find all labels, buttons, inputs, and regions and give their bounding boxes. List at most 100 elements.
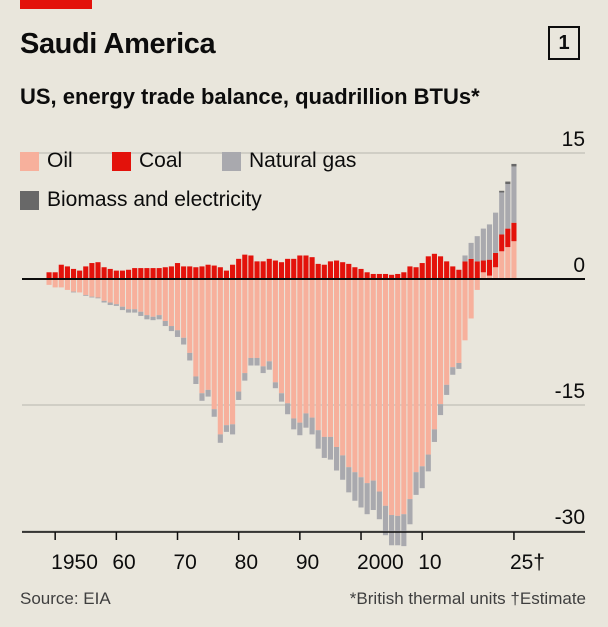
bar-coal-1982 bbox=[248, 255, 254, 279]
bar-oil-1973 bbox=[193, 279, 199, 377]
bar-oil-1998 bbox=[346, 279, 352, 468]
bar-oil-2013 bbox=[437, 279, 444, 405]
bar-coal-1979 bbox=[230, 264, 236, 279]
bar-oil-1972 bbox=[187, 279, 193, 353]
x-tick-label: 10 bbox=[418, 551, 441, 574]
bar-coal-1977 bbox=[217, 267, 223, 279]
bar-oil-1951 bbox=[58, 279, 64, 288]
bar-coal-1978 bbox=[223, 270, 230, 279]
bar-coal-1973 bbox=[193, 267, 199, 279]
bar-natural-gas-1974 bbox=[199, 393, 205, 401]
bar-oil-1959 bbox=[107, 279, 113, 303]
bar-oil-2007 bbox=[401, 279, 407, 515]
bar-oil-2001 bbox=[364, 279, 370, 484]
bar-oil-2006 bbox=[395, 279, 401, 516]
bar-coal-1996 bbox=[333, 260, 340, 279]
bar-biomass-and-electricity-2024 bbox=[505, 181, 511, 185]
bar-coal-2000 bbox=[358, 268, 364, 279]
bar-coal-1993 bbox=[315, 263, 321, 279]
bar-oil-2010 bbox=[419, 279, 425, 467]
bar-coal-1950 bbox=[52, 272, 58, 279]
x-tick-label: 90 bbox=[296, 551, 319, 574]
bar-natural-gas-1976 bbox=[211, 409, 217, 417]
bar-oil-1988 bbox=[285, 279, 291, 404]
bar-natural-gas-1971 bbox=[181, 337, 187, 345]
bar-coal-2010 bbox=[419, 263, 425, 279]
bar-oil-1991 bbox=[303, 279, 309, 414]
bar-oil-2017 bbox=[462, 279, 468, 341]
bar-natural-gas-1981 bbox=[242, 373, 248, 381]
bar-natural-gas-1989 bbox=[291, 418, 297, 430]
bar-coal-1989 bbox=[291, 258, 297, 279]
bar-natural-gas-1959 bbox=[107, 302, 113, 306]
bar-natural-gas-1992 bbox=[309, 417, 315, 435]
bar-oil-2005 bbox=[389, 279, 395, 516]
bar-natural-gas-1955 bbox=[83, 294, 89, 296]
bar-oil-2003 bbox=[376, 279, 382, 492]
bar-natural-gas-2015 bbox=[450, 367, 456, 375]
bar-oil-2020 bbox=[480, 272, 486, 279]
bar-natural-gas-2000 bbox=[358, 477, 364, 508]
bar-oil-1969 bbox=[168, 279, 174, 327]
bar-oil-1964 bbox=[138, 279, 144, 312]
bar-coal-1959 bbox=[107, 268, 113, 279]
bar-oil-1957 bbox=[95, 279, 101, 298]
bar-coal-1965 bbox=[144, 268, 150, 279]
bar-coal-1983 bbox=[254, 261, 260, 279]
bar-natural-gas-1984 bbox=[260, 366, 266, 374]
bar-natural-gas-1975 bbox=[205, 389, 211, 397]
bar-oil-1994 bbox=[321, 279, 327, 437]
bar-natural-gas-1983 bbox=[254, 357, 260, 366]
bar-oil-1987 bbox=[278, 279, 285, 394]
bar-natural-gas-2013 bbox=[437, 404, 444, 416]
bar-coal-1986 bbox=[272, 260, 278, 279]
bar-coal-1955 bbox=[83, 266, 89, 279]
bar-natural-gas-1968 bbox=[162, 321, 168, 327]
bar-natural-gas-2010 bbox=[419, 466, 425, 489]
y-tick-label: 0 bbox=[573, 254, 585, 277]
bar-oil-1955 bbox=[83, 279, 89, 295]
bar-oil-1989 bbox=[291, 279, 297, 419]
legend-label-coal: Coal bbox=[139, 149, 183, 172]
bar-natural-gas-2001 bbox=[364, 483, 370, 515]
bar-oil-1967 bbox=[156, 279, 162, 316]
bar-natural-gas-1978 bbox=[223, 425, 230, 432]
bar-coal-1963 bbox=[132, 268, 138, 279]
bar-oil-1960 bbox=[113, 279, 119, 305]
bar-natural-gas-1962 bbox=[126, 309, 132, 313]
bar-natural-gas-2023 bbox=[499, 192, 505, 235]
bar-coal-2016 bbox=[456, 269, 462, 279]
coal-swatch bbox=[112, 151, 131, 171]
biomass-swatch bbox=[20, 190, 39, 210]
x-tick-label: 60 bbox=[112, 551, 135, 574]
bar-oil-1970 bbox=[174, 279, 181, 331]
bar-coal-1961 bbox=[119, 270, 126, 279]
bar-coal-2001 bbox=[364, 272, 370, 279]
bar-oil-1949 bbox=[46, 279, 52, 285]
bar-oil-1990 bbox=[297, 279, 303, 423]
bar-oil-2002 bbox=[370, 279, 376, 481]
bar-coal-2024 bbox=[505, 228, 511, 248]
bar-coal-1999 bbox=[352, 267, 358, 279]
x-tick-label: 2000 bbox=[357, 551, 404, 574]
bar-natural-gas-2011 bbox=[425, 454, 431, 472]
bar-natural-gas-1995 bbox=[327, 436, 333, 460]
bar-oil-1985 bbox=[266, 279, 272, 362]
bar-natural-gas-2016 bbox=[456, 363, 462, 369]
bar-oil-1983 bbox=[254, 279, 260, 358]
bar-coal-1980 bbox=[236, 258, 242, 279]
bar-natural-gas-1965 bbox=[144, 315, 150, 320]
bar-natural-gas-2009 bbox=[413, 472, 419, 495]
bar-coal-1969 bbox=[168, 266, 174, 279]
bar-coal-1981 bbox=[242, 254, 248, 279]
bar-coal-2019 bbox=[474, 261, 480, 279]
bar-oil-2004 bbox=[382, 279, 389, 506]
bar-oil-1966 bbox=[150, 279, 156, 317]
bar-natural-gas-1977 bbox=[217, 434, 223, 443]
bar-coal-1985 bbox=[266, 258, 272, 279]
bar-oil-2000 bbox=[358, 279, 364, 478]
chart-number-badge: 1 bbox=[548, 26, 580, 60]
bar-oil-2023 bbox=[499, 251, 505, 279]
bar-oil-1995 bbox=[327, 279, 333, 437]
bar-natural-gas-1967 bbox=[156, 315, 162, 320]
